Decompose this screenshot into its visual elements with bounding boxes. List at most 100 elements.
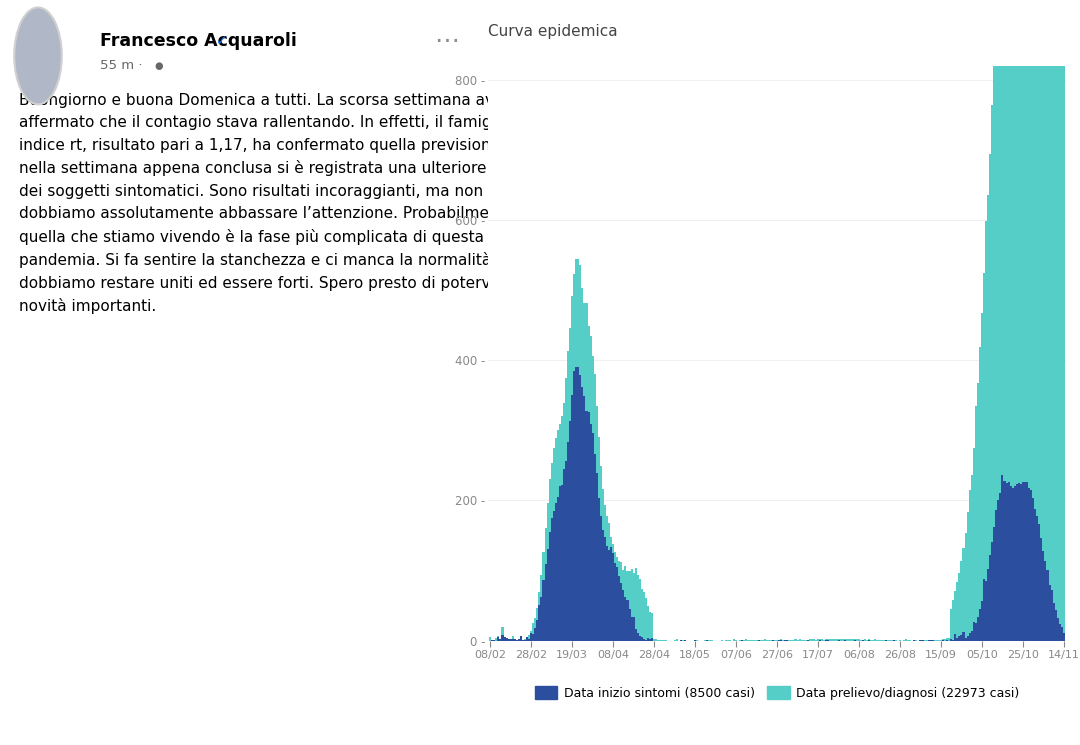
Bar [643,592,645,641]
Bar [942,638,944,641]
Bar [592,433,594,641]
Bar [596,407,597,641]
Bar [503,637,505,641]
Bar [542,580,544,641]
Bar [1063,633,1065,641]
Bar [606,545,608,641]
Bar [987,195,989,641]
Bar [991,105,994,641]
Bar [997,66,999,641]
Bar [978,346,981,641]
Bar [1024,66,1026,641]
Bar [615,563,617,641]
Bar [1035,509,1036,641]
Bar [985,581,987,641]
Bar [651,638,653,641]
Bar [1035,66,1036,641]
Bar [953,600,955,641]
Bar [841,638,843,641]
Bar [1024,482,1026,641]
Bar [631,569,633,641]
Bar [805,639,807,641]
Bar [565,461,567,641]
Bar [633,617,635,641]
Bar [816,639,819,641]
Bar [958,635,960,641]
Bar [821,639,823,641]
Bar [788,640,791,641]
Bar [615,551,617,641]
Bar [797,640,798,641]
Bar [558,424,561,641]
Bar [540,575,542,641]
Bar [544,564,546,641]
Bar [967,636,969,641]
Bar [514,638,516,641]
Bar [542,552,544,641]
Bar [983,579,985,641]
Bar [823,639,825,641]
Bar [524,639,526,641]
Bar [583,302,585,641]
Bar [537,621,538,641]
Bar [546,504,549,641]
Bar [567,351,569,641]
Bar [1020,66,1022,641]
Bar [629,571,631,641]
Bar [557,497,558,641]
Bar [999,66,1001,641]
Bar [829,639,832,641]
Bar [579,264,581,641]
Bar [532,633,535,641]
Bar [1014,486,1016,641]
Bar [1016,66,1017,641]
Bar [873,640,875,641]
Bar [565,378,567,641]
Bar [1017,66,1020,641]
Bar [1047,570,1049,641]
Bar [622,590,624,641]
Bar [658,640,659,641]
Bar [815,639,816,641]
Bar [735,640,738,641]
Bar [1005,66,1008,641]
Bar [877,640,878,641]
Bar [827,639,829,641]
Bar [524,640,526,641]
Bar [501,635,503,641]
Bar [813,639,815,641]
Bar [862,640,864,641]
Bar [856,639,858,641]
Bar [491,639,494,641]
Bar [846,638,848,641]
Bar [1042,66,1044,641]
Bar [599,466,602,641]
Bar [1036,516,1038,641]
Bar [638,579,640,641]
Bar [839,639,841,641]
Bar [994,66,996,641]
Bar [635,568,637,641]
Bar [663,640,665,641]
Bar [996,510,997,641]
Bar [991,542,994,641]
Bar [640,638,643,641]
Bar [971,475,973,641]
Bar [1022,66,1024,641]
Bar [743,640,745,641]
Bar [528,635,530,641]
Bar [1003,66,1005,641]
Bar [649,639,651,641]
Bar [604,505,606,641]
Bar [994,527,996,641]
Bar [494,640,496,641]
Text: 55 m ·: 55 m · [99,59,143,72]
Bar [1038,66,1040,641]
Bar [1058,66,1061,641]
Bar [975,624,976,641]
Bar [997,500,999,641]
Bar [825,639,827,641]
Bar [526,636,528,641]
Bar [561,485,563,641]
Bar [637,575,638,641]
